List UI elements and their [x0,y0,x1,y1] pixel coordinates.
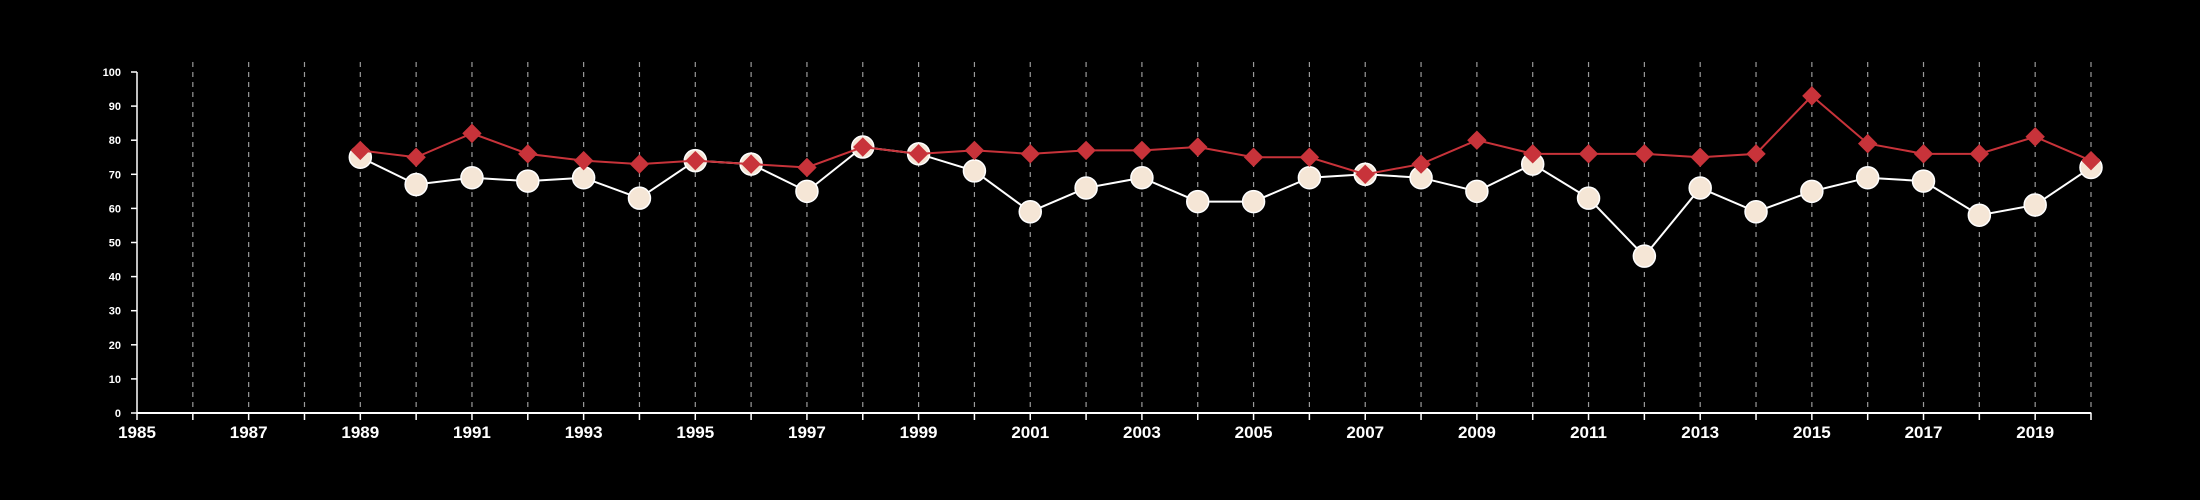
series-1-point-2013 [1688,176,1712,200]
series-1-point-2015 [1800,179,1824,204]
series-2-point-1994 [629,154,650,174]
series-1-point-2012 [1632,244,1657,268]
y-tick-label-40: 40 [109,272,121,284]
x-tick-label-1989: 1989 [341,423,379,442]
series-1-point-1991 [460,165,484,190]
x-tick-label-2005: 2005 [1235,423,1273,442]
series-1-point-1994 [627,186,652,210]
series-2 [350,86,2101,185]
series-2-point-2016 [1857,133,1878,154]
series-2-point-2020 [2081,150,2101,171]
series-2-point-2018 [1969,144,1990,164]
series-2-point-2017 [1913,144,1934,164]
x-tick-label-2001: 2001 [1011,423,1049,442]
y-tick-label-10: 10 [109,374,121,386]
y-tick-label-100: 100 [103,67,121,79]
series-2-point-2014 [1746,144,1766,164]
x-tick-label-2013: 2013 [1681,423,1719,442]
x-tick-label-1995: 1995 [676,423,714,442]
y-tick-label-0: 0 [115,408,121,420]
series-1-point-2002 [1074,176,1098,200]
series-1-point-2006 [1297,165,1322,190]
series-2-point-2009 [1467,130,1487,150]
series-2-point-1992 [518,144,538,164]
series-1-point-2001 [1018,200,1043,224]
series-1-point-1990 [404,172,428,197]
x-tick-label-1993: 1993 [565,423,603,442]
x-tick-label-1987: 1987 [230,423,268,442]
y-tick-label-80: 80 [109,135,121,147]
series-2-point-2004 [1188,137,1208,157]
data-series [348,86,2103,268]
series-1-point-2011 [1576,186,1601,210]
series-1-point-2005 [1241,189,1266,214]
x-tick-label-2017: 2017 [1905,423,1943,442]
x-tick-label-2019: 2019 [2016,423,2054,442]
series-1-point-2004 [1185,189,1210,214]
x-tick-label-1997: 1997 [788,423,826,442]
series-2-point-2008 [1411,154,1431,174]
series-2-point-1998 [853,137,873,157]
series-2-point-2007 [1355,164,1375,185]
x-tick-label-2015: 2015 [1793,423,1831,442]
series-1 [348,135,2103,268]
series-1-point-2014 [1744,200,1768,224]
series-2-point-1989 [350,140,371,161]
series-1-point-2016 [1855,165,1880,190]
series-2-point-1990 [406,147,426,167]
series-2-point-2000 [964,140,985,161]
y-tick-label-50: 50 [109,238,121,250]
y-tick-label-20: 20 [109,340,121,352]
series-1-point-1997 [795,179,819,204]
series-2-point-2015 [1802,86,1822,106]
series-1-point-1992 [516,169,540,193]
series-2-point-2012 [1634,144,1655,164]
series-2-point-1999 [908,144,929,164]
x-tick-label-2011: 2011 [1570,423,1607,442]
x-tick-label-2003: 2003 [1123,423,1161,442]
x-tick-label-1999: 1999 [900,423,938,442]
series-2-point-2005 [1243,147,1264,167]
series-1-point-2000 [962,159,987,183]
y-tick-label-30: 30 [109,306,121,318]
axes [131,71,2092,420]
x-tick-label-2009: 2009 [1458,423,1496,442]
x-tick-label-1985: 1985 [118,423,156,442]
series-1-point-2019 [2023,193,2047,217]
x-tick-label-2007: 2007 [1346,423,1384,442]
series-2-point-2013 [1690,147,1710,167]
series-2-point-2001 [1020,144,1040,164]
grid-lines [192,62,2092,413]
series-1-point-2003 [1130,165,1154,190]
series-2-line [360,94,2092,176]
x-tick-label-1991: 1991 [453,423,491,442]
series-2-point-1995 [685,150,705,171]
series-2-point-2010 [1523,144,1543,164]
series-2-point-1991 [462,123,482,144]
tick-labels: 0 10 20 30 40 50 60 70 80 90 100 1985 1987 1989 1991 19… [103,67,2054,442]
series-2-point-2011 [1578,144,1599,164]
series-1-point-2009 [1465,179,1489,204]
series-2-point-2019 [2025,127,2045,147]
series-2-point-1996 [741,154,761,174]
y-tick-label-90: 90 [109,101,121,113]
y-tick-label-60: 60 [109,203,121,215]
series-2-point-2003 [1132,140,1152,161]
series-2-point-1997 [797,157,817,178]
series-2-point-2002 [1076,140,1096,161]
series-2-point-1993 [573,150,594,171]
series-1-point-2017 [1911,169,1936,193]
y-tick-label-70: 70 [109,169,121,181]
series-2-point-2006 [1299,147,1320,167]
series-1-point-2018 [1967,203,1992,227]
